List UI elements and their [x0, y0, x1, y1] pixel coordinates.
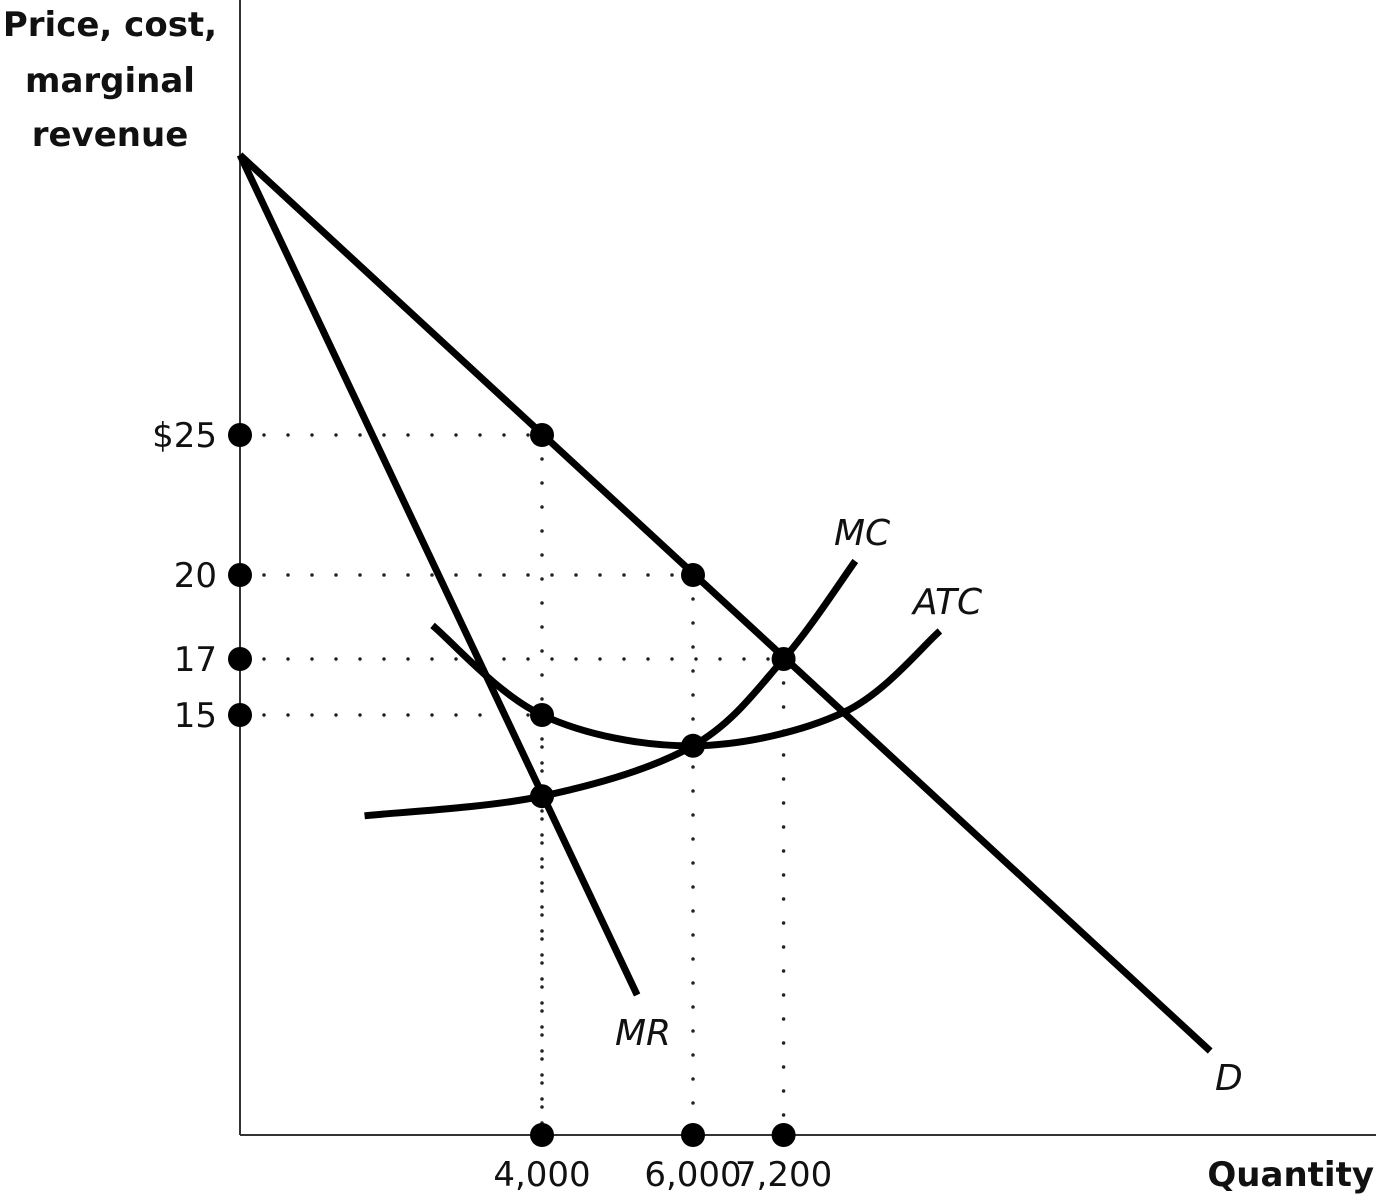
curve-d [237, 152, 1213, 1054]
curve-mr [236, 153, 641, 997]
label-mc: MC [834, 513, 891, 554]
label-mr: MR [615, 1013, 671, 1054]
y-axis-title-line-3: revenue [32, 115, 189, 155]
curves [236, 152, 1213, 1054]
points [228, 423, 796, 1147]
point [771, 647, 796, 671]
y-tick-dot [228, 703, 252, 727]
x-tick-label: 7,200 [735, 1155, 832, 1195]
x-axis-title: Quantity [1207, 1155, 1374, 1195]
y-tick-label: 20 [174, 556, 217, 596]
point [681, 733, 705, 758]
point [530, 703, 554, 727]
y-tick-dot [228, 647, 252, 671]
y-tick-dot [228, 563, 252, 587]
y-axis-title-line-2: marginal [25, 61, 195, 101]
x-tick-dot [681, 1123, 705, 1147]
x-tick-dot [771, 1123, 796, 1147]
x-tick-label: 4,000 [493, 1155, 590, 1195]
point [530, 423, 554, 447]
curve-mc [364, 558, 859, 820]
dotted-guides [238, 433, 786, 1137]
label-atc: ATC [911, 582, 983, 623]
y-axis-title-line-1: Price, cost, [3, 5, 217, 45]
y-tick-label: 17 [174, 640, 217, 680]
x-tick-dot [530, 1123, 554, 1147]
point [530, 784, 554, 809]
y-tick-label: $25 [152, 416, 217, 456]
y-tick-dot [228, 423, 252, 447]
point [681, 563, 705, 587]
label-d: D [1215, 1058, 1243, 1099]
y-tick-label: 15 [174, 696, 217, 736]
x-tick-label: 6,000 [644, 1155, 741, 1195]
